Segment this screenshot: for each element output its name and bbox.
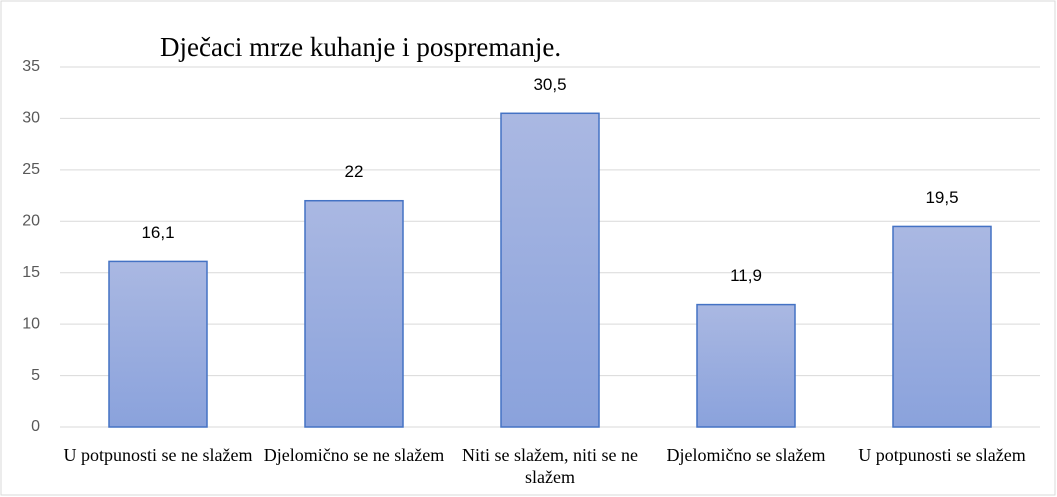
bar xyxy=(108,260,208,428)
value-label: 30,5 xyxy=(533,75,566,94)
y-tick-label: 0 xyxy=(31,418,40,435)
y-tick-label: 35 xyxy=(22,58,40,75)
y-tick-label: 20 xyxy=(22,213,40,230)
value-label: 16,1 xyxy=(141,223,174,242)
y-tick-label: 10 xyxy=(22,315,40,332)
x-tick-label: Niti se slažem, niti se ne slažem xyxy=(462,445,638,487)
y-tick-label: 5 xyxy=(31,367,40,384)
x-tick-label: Djelomično se slažem xyxy=(666,445,826,465)
bar xyxy=(304,199,404,428)
bar xyxy=(500,112,600,428)
bar xyxy=(892,225,992,428)
chart-title: Dječaci mrze kuhanje i pospremanje. xyxy=(160,32,561,62)
value-label: 19,5 xyxy=(925,188,958,207)
value-label: 22 xyxy=(345,162,364,181)
x-tick-label: Djelomično se ne slažem xyxy=(263,445,445,465)
bar xyxy=(696,303,796,428)
y-tick-label: 30 xyxy=(22,110,40,127)
y-tick-label: 25 xyxy=(22,161,40,178)
y-tick-label: 15 xyxy=(22,264,40,281)
value-label: 11,9 xyxy=(730,266,762,285)
x-tick-label: U potpunosti se slažem xyxy=(858,445,1026,465)
x-tick-label: U potpunosti se ne slažem xyxy=(63,445,253,465)
